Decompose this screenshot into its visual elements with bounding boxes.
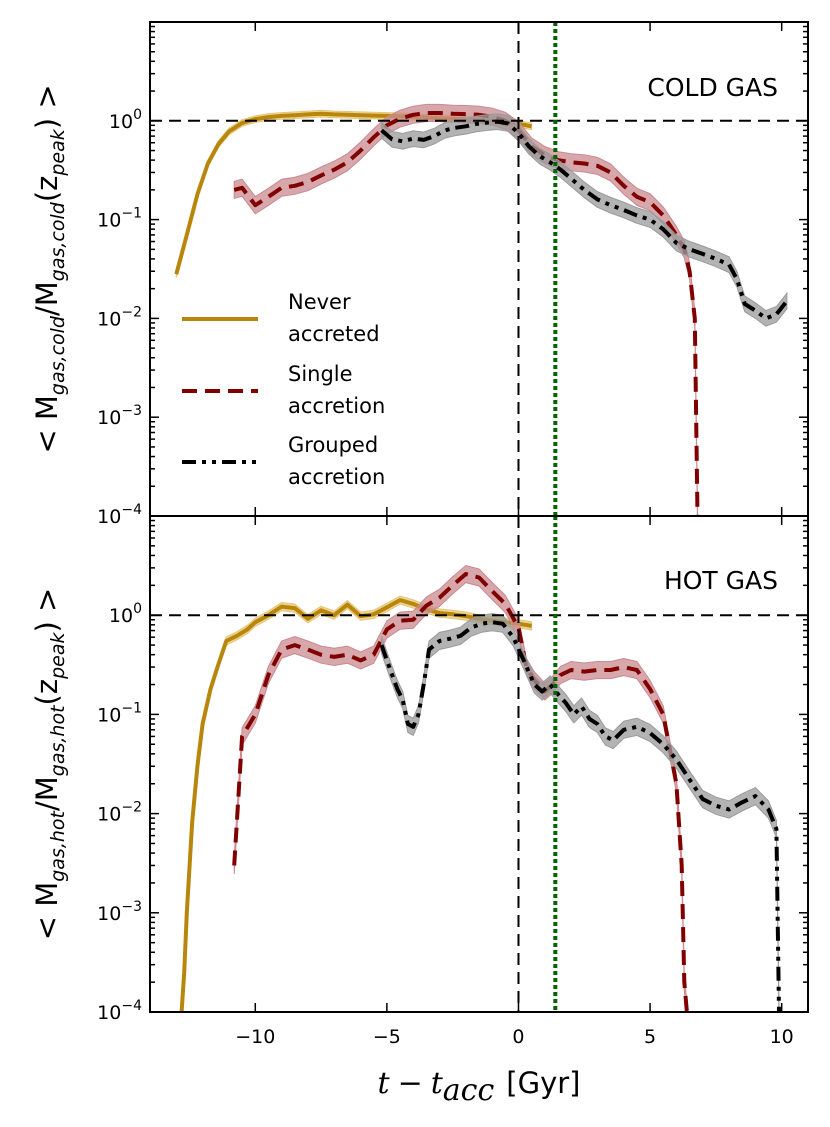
legend-never-line2: accreted — [288, 322, 380, 346]
cold-never-band — [175, 109, 533, 278]
panel-cold: COLD GAS 10−4 10−3 10−2 10−1 100 — [97, 21, 809, 528]
hot-y-axis-title: < Mgas,hot/Mgas,hot(zpeak) > — [30, 588, 69, 941]
hot-grouped-line — [379, 620, 781, 1012]
cold-reference-lines — [150, 22, 808, 516]
cold-grouped-line — [380, 119, 789, 321]
cold-grouped-band — [381, 113, 788, 327]
legend: Never accreted Single accretion Grouped … — [182, 290, 385, 489]
hot-single-line — [232, 572, 689, 1012]
hot-plot-area — [179, 564, 781, 1012]
legend-never-line1: Never — [288, 290, 351, 314]
cold-single-band — [233, 103, 698, 516]
x-tick-label: −10 — [235, 1026, 275, 1048]
legend-single-line1: Single — [288, 362, 353, 386]
cold-y-tick-label: 10−4 — [97, 502, 142, 528]
legend-grouped-line1: Grouped — [288, 433, 378, 457]
hot-grouped-band — [381, 613, 780, 1012]
x-tick-labels: −10 −5 0 5 10 — [235, 1026, 794, 1048]
hot-y-tick-labels: 10−4 10−3 10−2 10−1 100 — [97, 601, 142, 1024]
cold-panel-title: COLD GAS — [647, 73, 778, 102]
x-tick-label: −5 — [373, 1026, 401, 1048]
hot-y-tick-label: 10−1 — [97, 700, 142, 726]
hot-y-tick-label: 10−2 — [97, 800, 142, 826]
cold-y-tick-label: 10−3 — [97, 403, 142, 429]
cold-y-tick-label: 10−1 — [97, 206, 142, 232]
hot-y-tick-label: 10−3 — [97, 899, 142, 925]
hot-reference-lines — [150, 516, 808, 1012]
cold-never-line — [174, 111, 532, 275]
x-tick-label: 0 — [512, 1026, 524, 1048]
hot-ticks — [150, 516, 808, 1013]
cold-y-tick-labels: 10−4 10−3 10−2 10−1 100 — [97, 107, 142, 528]
hot-axes-frame — [149, 515, 809, 1013]
cold-single-line — [233, 111, 700, 516]
panel-hot: HOT GAS 10−4 10−3 10−2 10−1 100 — [97, 515, 809, 1024]
cold-y-tick-label: 100 — [109, 107, 142, 133]
legend-single-line2: accretion — [288, 394, 385, 418]
hot-single-band — [233, 564, 688, 1012]
legend-grouped-line2: accretion — [288, 465, 385, 489]
hot-y-tick-label: 10−4 — [97, 998, 142, 1024]
hot-y-tick-label: 100 — [109, 601, 142, 627]
cold-y-tick-label: 10−2 — [97, 304, 142, 330]
cold-plot-area — [174, 103, 789, 516]
hot-panel-title: HOT GAS — [664, 566, 778, 595]
x-tick-label: 5 — [644, 1026, 656, 1048]
x-tick-label: 10 — [770, 1026, 794, 1048]
hot-never-band — [181, 595, 533, 1012]
x-axis-title: t − tacc [Gyr] — [378, 1066, 581, 1108]
cold-y-axis-title: < Mgas,cold/Mgas,cold(zpeak) > — [30, 84, 69, 453]
